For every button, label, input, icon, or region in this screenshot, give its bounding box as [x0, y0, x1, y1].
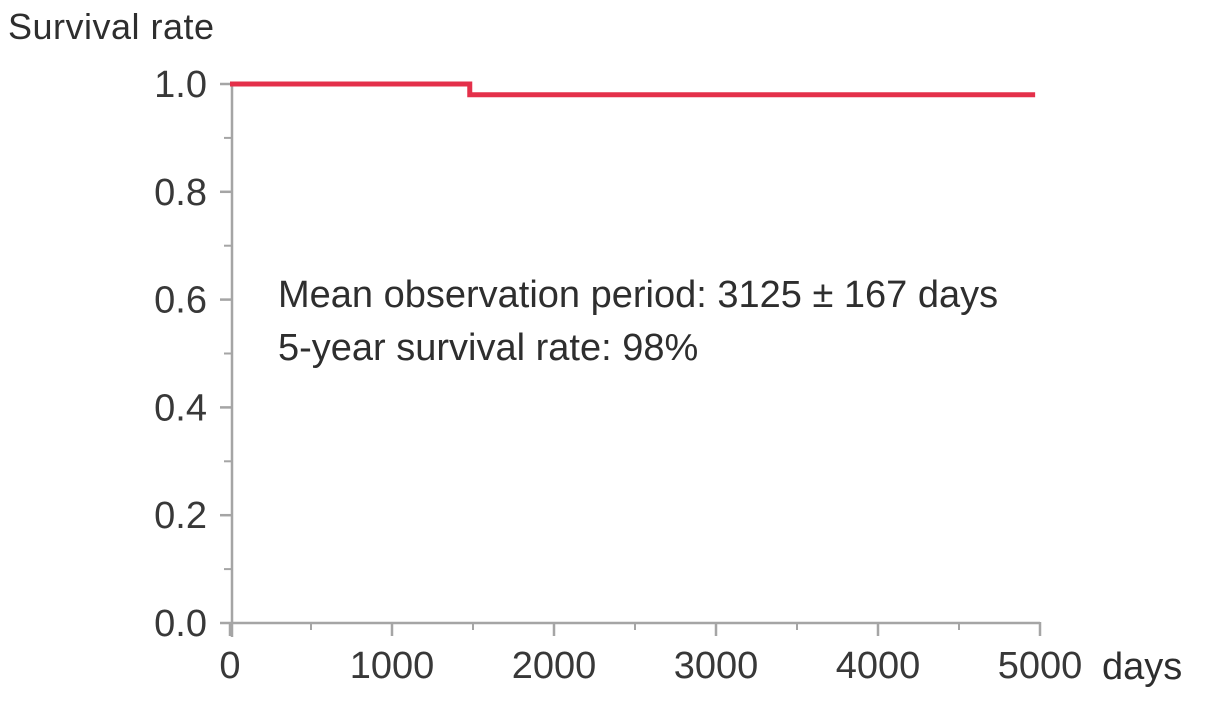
y-tick-label: 0.0 — [154, 603, 207, 645]
y-tick-label: 0.2 — [154, 495, 207, 537]
y-tick-label: 0.6 — [154, 280, 207, 322]
x-tick-label: 2000 — [512, 645, 597, 687]
y-tick-label: 0.4 — [154, 387, 207, 429]
survival-step-line — [230, 81, 1036, 98]
y-tick-label: 1.0 — [154, 64, 207, 106]
x-tick-label: 1000 — [350, 645, 435, 687]
x-tick-label: 4000 — [836, 645, 921, 687]
annotation-five-year-survival: 5-year survival rate: 98% — [278, 327, 699, 369]
chart-annotation: Mean observation period: 3125 ± 167 days… — [278, 269, 998, 375]
x-tick-label: 0 — [219, 645, 240, 687]
chart-title: Survival rate — [8, 6, 215, 47]
x-tick-label: 5000 — [998, 645, 1083, 687]
annotation-mean-observation: Mean observation period: 3125 ± 167 days — [278, 274, 999, 316]
x-tick-label: 3000 — [674, 645, 759, 687]
y-tick-label: 0.8 — [154, 172, 207, 214]
x-axis-unit-label: days — [1102, 646, 1183, 688]
